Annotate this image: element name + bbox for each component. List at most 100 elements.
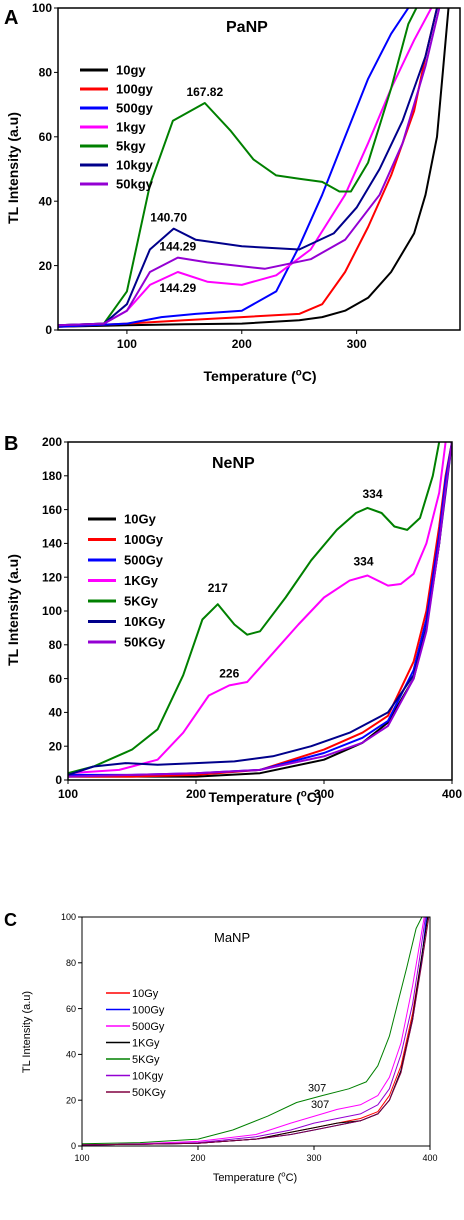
y-axis-label: TL Intensity (a.u) xyxy=(21,991,33,1073)
series-line-1kgy xyxy=(58,8,433,327)
y-tick-label: 100 xyxy=(42,604,62,618)
peak-annotation: 307 xyxy=(311,1099,329,1111)
series-line-10gy xyxy=(58,8,450,328)
x-tick-label: 100 xyxy=(74,1153,89,1163)
series-line-5kgy xyxy=(58,8,418,327)
chart-title: MaNP xyxy=(214,930,250,945)
x-tick-label: 100 xyxy=(117,337,137,351)
legend-label: 1KGy xyxy=(132,1037,160,1049)
x-tick-label: 200 xyxy=(232,337,252,351)
legend-label: 5kgy xyxy=(116,139,146,154)
legend-label: 50KGy xyxy=(132,1087,166,1099)
y-tick-label: 120 xyxy=(42,570,62,584)
y-tick-label: 100 xyxy=(32,1,52,15)
series-line-50KGy xyxy=(82,917,430,1146)
series-line-1KGy xyxy=(68,442,447,775)
y-tick-label: 200 xyxy=(42,435,62,449)
legend-label: 5KGy xyxy=(132,1054,160,1066)
legend-label: 10Kgy xyxy=(132,1070,164,1082)
y-tick-label: 60 xyxy=(66,1004,76,1014)
x-axis-label-text: Temperature ( xyxy=(203,368,296,384)
legend-label: 500gy xyxy=(116,101,154,116)
legend-label: 10Gy xyxy=(132,988,159,1000)
series-line-10Gy xyxy=(68,442,452,778)
peak-annotation: 144.29 xyxy=(159,240,196,254)
y-tick-label: 40 xyxy=(49,706,63,720)
panel-letter: B xyxy=(4,433,18,455)
series-line-50kgy xyxy=(58,8,441,327)
x-tick-label: 300 xyxy=(314,787,334,801)
series-line-5KGy xyxy=(82,917,423,1145)
y-tick-label: 20 xyxy=(39,259,53,273)
peak-annotation: 144.29 xyxy=(159,281,196,295)
y-tick-label: 0 xyxy=(71,1141,76,1151)
y-tick-label: 160 xyxy=(42,503,62,517)
panel-letter: A xyxy=(4,7,18,29)
x-axis-label: Temperature (oC) xyxy=(203,367,316,384)
x-tick-label: 400 xyxy=(442,787,462,801)
series-line-100gy xyxy=(58,8,438,328)
legend-label: 1kgy xyxy=(116,120,146,135)
degree-symbol: o xyxy=(301,788,307,799)
x-tick-label: 300 xyxy=(347,337,367,351)
panel-letter: C xyxy=(4,910,17,930)
y-tick-label: 0 xyxy=(45,323,52,337)
legend-label: 100Gy xyxy=(124,532,164,547)
y-tick-label: 40 xyxy=(39,194,53,208)
legend-label: 500Gy xyxy=(124,553,164,568)
peak-annotation: 226 xyxy=(219,666,239,680)
legend-label: 10gy xyxy=(116,63,146,78)
plot-frame xyxy=(57,7,461,331)
legend-label: 50kgy xyxy=(116,177,154,192)
x-axis-label-unit: C) xyxy=(286,1172,298,1184)
y-tick-label: 40 xyxy=(66,1050,76,1060)
y-tick-label: 80 xyxy=(39,66,53,80)
y-tick-label: 180 xyxy=(42,469,62,483)
x-tick-label: 400 xyxy=(422,1153,437,1163)
x-axis-label-text: Temperature ( xyxy=(208,789,301,805)
legend-label: 10kgy xyxy=(116,158,154,173)
y-axis-label: TL Intensity (a.u) xyxy=(5,554,21,666)
peak-annotation: 167.82 xyxy=(186,85,223,99)
y-tick-label: 80 xyxy=(66,958,76,968)
legend-label: 1KGy xyxy=(124,573,159,588)
x-tick-label: 300 xyxy=(306,1153,321,1163)
degree-symbol: o xyxy=(296,367,302,378)
legend-label: 5KGy xyxy=(124,594,159,609)
plot-frame xyxy=(67,441,453,781)
series-line-5KGy xyxy=(68,442,441,775)
series-line-10Kgy xyxy=(82,917,426,1146)
y-tick-label: 140 xyxy=(42,537,62,551)
legend-label: 10Gy xyxy=(124,512,157,527)
degree-symbol: o xyxy=(281,1170,285,1179)
peak-annotation: 217 xyxy=(208,581,228,595)
y-tick-label: 20 xyxy=(49,739,63,753)
chart-title: PaNP xyxy=(226,19,268,36)
plot-frame xyxy=(81,916,431,1147)
series-line-500Gy xyxy=(82,917,425,1146)
legend-label: 100gy xyxy=(116,82,154,97)
x-tick-label: 200 xyxy=(190,1153,205,1163)
x-tick-label: 100 xyxy=(58,787,78,801)
y-tick-label: 80 xyxy=(49,638,63,652)
x-axis-label-unit: C) xyxy=(307,789,322,805)
x-tick-label: 200 xyxy=(186,787,206,801)
y-tick-label: 100 xyxy=(61,912,76,922)
y-axis-label: TL Intensity (a.u) xyxy=(5,112,21,224)
y-tick-label: 0 xyxy=(55,773,62,787)
y-tick-label: 60 xyxy=(39,130,53,144)
legend-label: 100Gy xyxy=(132,1004,165,1016)
legend-label: 500Gy xyxy=(132,1021,165,1033)
y-tick-label: 20 xyxy=(66,1095,76,1105)
series-line-50KGy xyxy=(68,442,452,778)
x-axis-label: Temperature (oC) xyxy=(213,1170,297,1184)
peak-annotation: 140.70 xyxy=(150,211,187,225)
x-axis-label-unit: C) xyxy=(302,368,317,384)
series-line-10kgy xyxy=(58,8,438,327)
legend-label: 50KGy xyxy=(124,635,166,650)
chart-title: NeNP xyxy=(212,455,255,472)
peak-annotation: 334 xyxy=(363,487,383,501)
x-axis-label-text: Temperature ( xyxy=(213,1172,282,1184)
legend-label: 10KGy xyxy=(124,614,166,629)
series-line-100Gy xyxy=(68,442,452,778)
